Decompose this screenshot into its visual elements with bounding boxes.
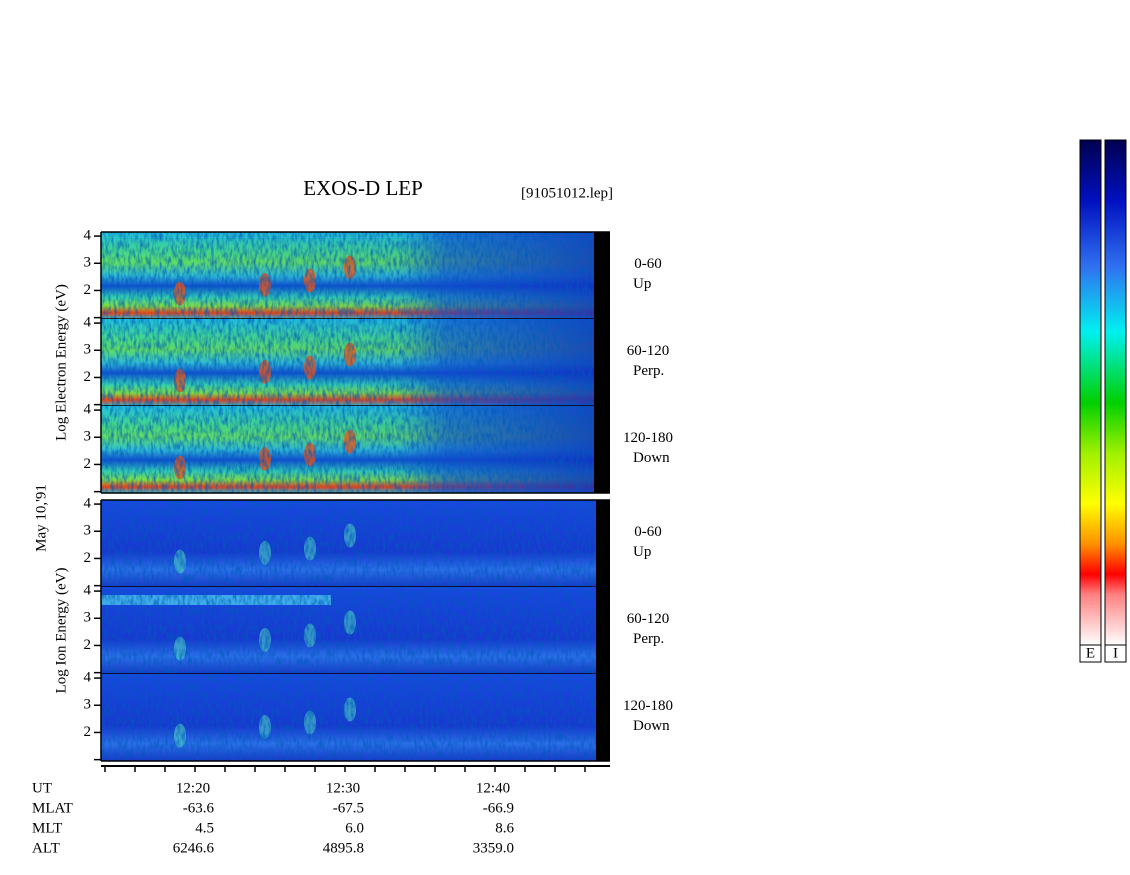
y-tick-label: 4 <box>84 228 92 244</box>
panel-range: 60-120 <box>627 343 670 359</box>
panel-direction: Perp. <box>633 631 664 647</box>
y-tick-label: 2 <box>84 456 92 472</box>
y-tick-label: 3 <box>84 610 92 626</box>
ephemeris-value: 6246.6 <box>173 840 215 856</box>
ephemeris-value: -67.5 <box>333 800 364 816</box>
chart-title: EXOS-D LEP <box>303 176 423 200</box>
color-bar-label: I <box>1113 645 1118 661</box>
color-bar-label-box <box>1079 644 1102 663</box>
y-tick-label: 4 <box>84 402 92 418</box>
panel-range: 120-180 <box>623 698 673 714</box>
y-tick-label: 4 <box>84 583 92 599</box>
data-gap <box>596 500 610 587</box>
x-minor-ticks <box>104 766 586 772</box>
ephemeris-value: -63.6 <box>183 800 215 816</box>
ephemeris-name: UT <box>32 780 52 796</box>
y-tick-label: 3 <box>84 697 92 713</box>
ephemeris-value: 4.5 <box>195 820 214 836</box>
data-gap <box>596 674 610 761</box>
ephemeris-value: 12:40 <box>476 780 510 796</box>
panel-direction: Down <box>633 718 670 734</box>
y-tick-label: 3 <box>84 429 92 445</box>
color-bar <box>1079 139 1102 646</box>
y-tick-label: 2 <box>84 550 92 566</box>
texture <box>101 319 594 406</box>
data-gap <box>596 587 610 674</box>
ephemeris-value: 3359.0 <box>473 840 514 856</box>
y-tick-label: 4 <box>84 315 92 331</box>
color-bar <box>1104 139 1127 646</box>
ephemeris-value: 4895.8 <box>323 840 364 856</box>
data-gap <box>594 319 610 406</box>
y-tick-label: 3 <box>84 523 92 539</box>
ephemeris-value: 12:20 <box>176 780 210 796</box>
y-tick-label: 2 <box>84 369 92 385</box>
y-tick-label: 3 <box>84 255 92 271</box>
texture <box>101 500 596 587</box>
data-gap <box>594 406 610 493</box>
y-tick-label: 4 <box>84 670 92 686</box>
ephemeris-value: -66.9 <box>483 800 514 816</box>
date-label: May 10,'91 <box>33 484 49 552</box>
color-bar-label-box <box>1104 644 1127 663</box>
y-tick-label: 3 <box>84 342 92 358</box>
panel-range: 60-120 <box>627 611 670 627</box>
ephemeris-name: MLAT <box>32 800 73 816</box>
texture <box>101 232 594 319</box>
texture <box>101 674 596 761</box>
texture <box>101 587 596 674</box>
panel-direction: Up <box>633 276 651 292</box>
panel-range: 0-60 <box>634 524 662 540</box>
ephemeris-name: ALT <box>32 840 60 856</box>
texture <box>101 406 594 493</box>
panel-range: 0-60 <box>634 256 662 272</box>
y-tick-label: 2 <box>84 724 92 740</box>
ephemeris-name: MLT <box>32 820 62 836</box>
y-tick-label: 2 <box>84 637 92 653</box>
y-tick-label: 2 <box>84 282 92 298</box>
y-axis-label: Log Electron Energy (eV) <box>53 284 69 441</box>
color-bar-label: E <box>1086 645 1095 661</box>
panel-direction: Perp. <box>633 363 664 379</box>
panel-direction: Down <box>633 450 670 466</box>
ephemeris-value: 12:30 <box>326 780 360 796</box>
data-gap <box>594 232 610 319</box>
file-name: [91051012.lep] <box>521 185 613 201</box>
panel-direction: Up <box>633 544 651 560</box>
y-axis-label: Log Ion Energy (eV) <box>53 568 69 694</box>
panel-range: 120-180 <box>623 430 673 446</box>
y-tick-label: 4 <box>84 496 92 512</box>
ephemeris-value: 6.0 <box>345 820 364 836</box>
ephemeris-value: 8.6 <box>495 820 514 836</box>
